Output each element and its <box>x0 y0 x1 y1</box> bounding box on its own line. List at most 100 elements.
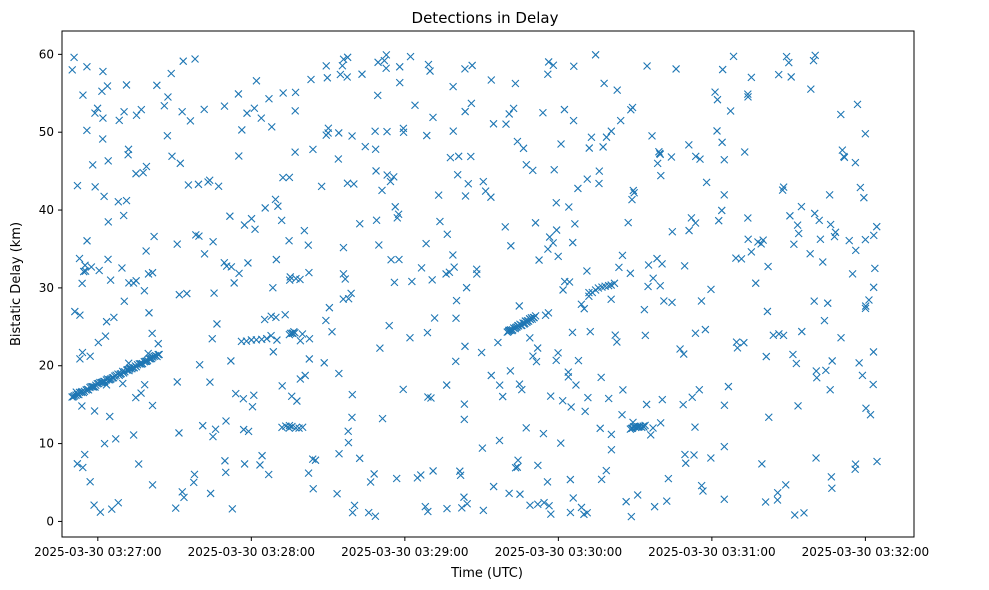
detection-point <box>334 155 343 163</box>
detection-point <box>591 50 600 59</box>
detection-point <box>597 475 606 484</box>
detection-point <box>532 357 541 366</box>
detection-point <box>100 192 108 201</box>
detection-point <box>211 425 220 434</box>
detection-point <box>429 113 437 122</box>
detection-point <box>83 62 91 71</box>
detection-point <box>626 269 635 278</box>
detection-point <box>779 331 788 340</box>
detection-point <box>583 175 592 183</box>
detection-point <box>252 76 261 85</box>
detection-point <box>789 240 798 249</box>
detection-point <box>371 127 380 136</box>
detection-point <box>372 167 380 175</box>
detection-point <box>565 278 574 286</box>
detection-point <box>656 419 665 427</box>
detection-point <box>291 107 300 115</box>
x-tick-label: 2025-03-30 03:29:00 <box>341 545 468 559</box>
detection-point <box>101 332 110 341</box>
detection-point <box>406 333 414 342</box>
detection-point <box>191 55 199 63</box>
detection-point <box>78 279 87 288</box>
detection-point <box>558 396 567 405</box>
detection-point <box>560 105 569 114</box>
detection-point <box>160 101 169 110</box>
detection-point <box>607 445 616 454</box>
detection-point <box>296 336 305 345</box>
detection-point <box>810 297 819 306</box>
detection-point <box>690 451 698 459</box>
detection-point <box>453 170 462 179</box>
detection-point <box>285 236 293 245</box>
detection-point <box>624 218 633 227</box>
detection-point <box>747 247 756 256</box>
detection-point <box>301 371 310 380</box>
detection-point <box>457 504 466 512</box>
detection-point <box>220 102 229 110</box>
detection-point <box>105 412 114 421</box>
detection-point <box>543 477 552 486</box>
detection-point <box>344 294 353 303</box>
detection-point <box>145 308 153 317</box>
detection-point <box>182 289 191 298</box>
detection-point <box>526 501 534 510</box>
detection-point <box>615 263 623 272</box>
detection-point <box>361 142 370 151</box>
detection-point <box>264 470 273 479</box>
detection-point <box>140 286 149 295</box>
detection-point <box>175 429 183 437</box>
detection-point <box>513 137 522 146</box>
detection-point <box>154 350 163 359</box>
detection-point <box>658 395 667 404</box>
detection-point <box>762 352 771 361</box>
detection-point <box>387 255 395 264</box>
detection-point <box>190 470 199 479</box>
detection-point <box>114 498 123 507</box>
detection-point <box>140 380 149 389</box>
detection-point <box>595 167 604 176</box>
detection-point <box>285 276 294 284</box>
detection-point <box>348 413 356 422</box>
detection-point <box>80 450 89 459</box>
detection-point <box>155 350 164 359</box>
detection-point <box>646 431 655 439</box>
detection-point <box>481 187 490 196</box>
detection-point <box>406 52 415 61</box>
detection-point <box>317 182 326 191</box>
detection-point <box>68 66 77 74</box>
detection-point <box>343 73 352 81</box>
detection-point <box>567 403 576 411</box>
detection-point <box>70 53 78 62</box>
detection-point <box>684 140 693 149</box>
detection-point <box>599 143 607 151</box>
detection-point <box>827 484 836 493</box>
detection-point <box>489 119 498 128</box>
detection-point <box>234 152 243 160</box>
detection-point <box>407 277 416 286</box>
detection-point <box>629 418 637 427</box>
detection-point <box>597 373 606 382</box>
detection-point <box>436 217 444 226</box>
detection-point <box>134 460 143 468</box>
detection-point <box>821 366 830 375</box>
detection-point <box>91 182 100 191</box>
detection-point <box>643 62 651 70</box>
detection-point <box>334 129 343 137</box>
detection-point <box>380 56 389 65</box>
detection-point <box>487 76 496 84</box>
detection-point <box>773 488 782 497</box>
detection-point <box>200 250 209 258</box>
detection-point <box>445 268 454 277</box>
detection-point <box>107 505 116 513</box>
detection-point <box>464 179 473 188</box>
detection-point <box>378 414 387 423</box>
detection-point <box>812 367 821 375</box>
detection-point <box>91 109 99 117</box>
detection-point <box>522 318 531 327</box>
detection-point <box>154 339 163 348</box>
detection-point <box>566 508 575 517</box>
detection-point <box>120 107 128 116</box>
detection-point <box>287 392 296 401</box>
detection-point <box>460 415 469 424</box>
detection-point <box>596 424 605 433</box>
